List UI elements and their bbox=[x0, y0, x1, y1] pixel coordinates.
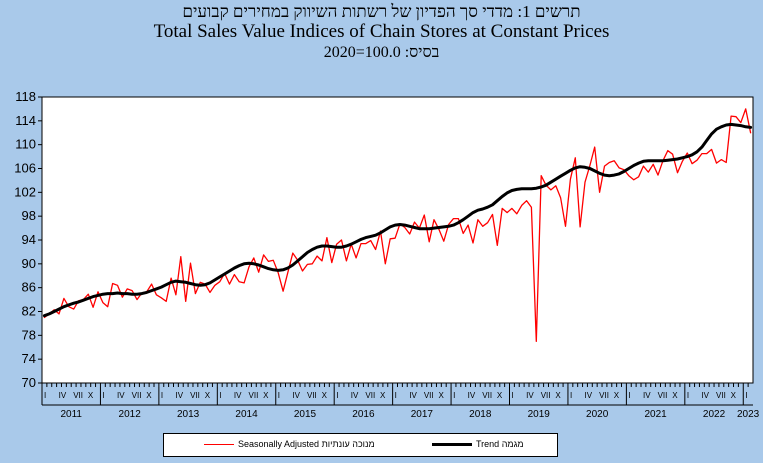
x-quarter-label: X bbox=[146, 391, 152, 400]
y-tick-label: 118 bbox=[15, 89, 36, 104]
x-quarter-label: VII bbox=[132, 391, 142, 400]
x-year-label: 2011 bbox=[60, 409, 82, 420]
chart-base-note: בסיס: 100.0=2020 bbox=[323, 44, 440, 61]
seasonally-adjusted-series-line bbox=[43, 108, 752, 342]
x-quarter-label: VII bbox=[716, 391, 726, 400]
y-tick-label: 114 bbox=[15, 113, 36, 128]
x-year-label: 2020 bbox=[586, 409, 609, 420]
x-year-label: 2013 bbox=[177, 409, 200, 420]
x-quarter-label: IV bbox=[234, 391, 242, 400]
x-quarter-label: I bbox=[336, 391, 338, 400]
x-year-label: 2023 bbox=[737, 409, 760, 420]
x-quarter-label: X bbox=[438, 391, 444, 400]
x-quarter-label: VII bbox=[73, 391, 83, 400]
y-tick-label: 74 bbox=[22, 351, 36, 366]
x-quarter-label: VII bbox=[249, 391, 259, 400]
legend-item-trend: Trend מגמה bbox=[432, 439, 524, 449]
trend-series-line bbox=[42, 122, 753, 318]
legend-swatch-sa bbox=[204, 443, 234, 445]
x-quarter-label: I bbox=[219, 391, 221, 400]
x-quarter-label: IV bbox=[585, 391, 593, 400]
x-quarter-label: I bbox=[44, 391, 46, 400]
legend-swatch-trend bbox=[432, 442, 472, 446]
x-quarter-label: IV bbox=[175, 391, 183, 400]
y-tick-label: 106 bbox=[14, 161, 36, 176]
x-quarter-label: VII bbox=[658, 391, 668, 400]
x-quarter-label: IV bbox=[351, 391, 359, 400]
x-quarter-label: X bbox=[380, 391, 386, 400]
x-quarter-label: X bbox=[672, 391, 678, 400]
x-quarter-label: I bbox=[687, 391, 689, 400]
x-quarter-label: X bbox=[88, 391, 94, 400]
x-year-label: 2019 bbox=[528, 409, 551, 420]
x-quarter-label: X bbox=[205, 391, 211, 400]
plot-area bbox=[41, 96, 754, 384]
x-year-label: 2017 bbox=[411, 409, 434, 420]
y-tick-label: 102 bbox=[14, 184, 36, 199]
x-quarter-label: I bbox=[161, 391, 163, 400]
x-quarter-label: VII bbox=[541, 391, 551, 400]
chart-title-hebrew: תרשים 1: מדדי סך הפדיון של רשתות השיווק … bbox=[182, 2, 581, 21]
x-axis: I IV VII X I IV VII X I IV VII X I IV VII X I IV VII X I IV VI… bbox=[41, 383, 760, 420]
chart-legend: Seasonally Adjusted מנוכה עונתיות Trend … bbox=[163, 433, 558, 457]
x-quarter-label: VII bbox=[307, 391, 317, 400]
x-quarter-label: X bbox=[263, 391, 269, 400]
chart-title-english: Total Sales Value Indices of Chain Store… bbox=[153, 21, 610, 42]
x-quarter-label: I bbox=[395, 391, 397, 400]
x-quarter-label: I bbox=[453, 391, 455, 400]
x-quarter-label: IV bbox=[468, 391, 476, 400]
y-tick-label: 82 bbox=[22, 304, 36, 319]
x-quarter-label: I bbox=[102, 391, 104, 400]
x-quarter-label: X bbox=[731, 391, 737, 400]
x-quarter-label: IV bbox=[292, 391, 300, 400]
y-axis: 70 74 78 82 86 90 94 98 102 106 110 114 118 bbox=[14, 89, 42, 390]
x-year-label: 2014 bbox=[235, 409, 258, 420]
x-quarter-label: VII bbox=[365, 391, 375, 400]
x-year-label: 2018 bbox=[469, 409, 492, 420]
x-quarter-label: I bbox=[745, 391, 747, 400]
series-lines bbox=[42, 108, 753, 342]
y-tick-label: 70 bbox=[22, 375, 36, 390]
x-quarter-label: IV bbox=[117, 391, 125, 400]
x-quarter-label: X bbox=[322, 391, 328, 400]
x-quarter-label: X bbox=[555, 391, 561, 400]
x-quarter-label: I bbox=[570, 391, 572, 400]
x-quarter-label: I bbox=[628, 391, 630, 400]
x-year-label: 2012 bbox=[119, 409, 142, 420]
y-tick-label: 94 bbox=[22, 232, 36, 247]
legend-item-seasonally-adjusted: Seasonally Adjusted מנוכה עונתיות bbox=[204, 439, 375, 449]
x-quarter-label: VII bbox=[190, 391, 200, 400]
y-tick-label: 110 bbox=[15, 137, 36, 152]
x-quarter-label: I bbox=[278, 391, 280, 400]
x-quarter-label: IV bbox=[701, 391, 709, 400]
x-quarter-label: X bbox=[497, 391, 503, 400]
x-quarter-label: IV bbox=[59, 391, 67, 400]
legend-label-sa: Seasonally Adjusted מנוכה עונתיות bbox=[238, 439, 375, 449]
x-year-label: 2015 bbox=[294, 409, 317, 420]
x-quarter-label: IV bbox=[409, 391, 417, 400]
x-year-label: 2016 bbox=[352, 409, 375, 420]
y-tick-label: 90 bbox=[22, 256, 36, 271]
x-quarter-label: VII bbox=[424, 391, 434, 400]
x-year-label: 2021 bbox=[644, 409, 667, 420]
y-tick-label: 78 bbox=[22, 327, 36, 342]
x-quarter-label: VII bbox=[599, 391, 609, 400]
y-tick-label: 98 bbox=[22, 208, 36, 223]
x-quarter-label: IV bbox=[526, 391, 534, 400]
y-tick-label: 86 bbox=[22, 280, 36, 295]
x-quarter-label: X bbox=[614, 391, 620, 400]
x-year-label: 2022 bbox=[703, 409, 726, 420]
x-quarter-label: VII bbox=[482, 391, 492, 400]
x-quarter-label: IV bbox=[643, 391, 651, 400]
x-quarter-label: I bbox=[512, 391, 514, 400]
legend-label-trend: Trend מגמה bbox=[476, 439, 524, 449]
